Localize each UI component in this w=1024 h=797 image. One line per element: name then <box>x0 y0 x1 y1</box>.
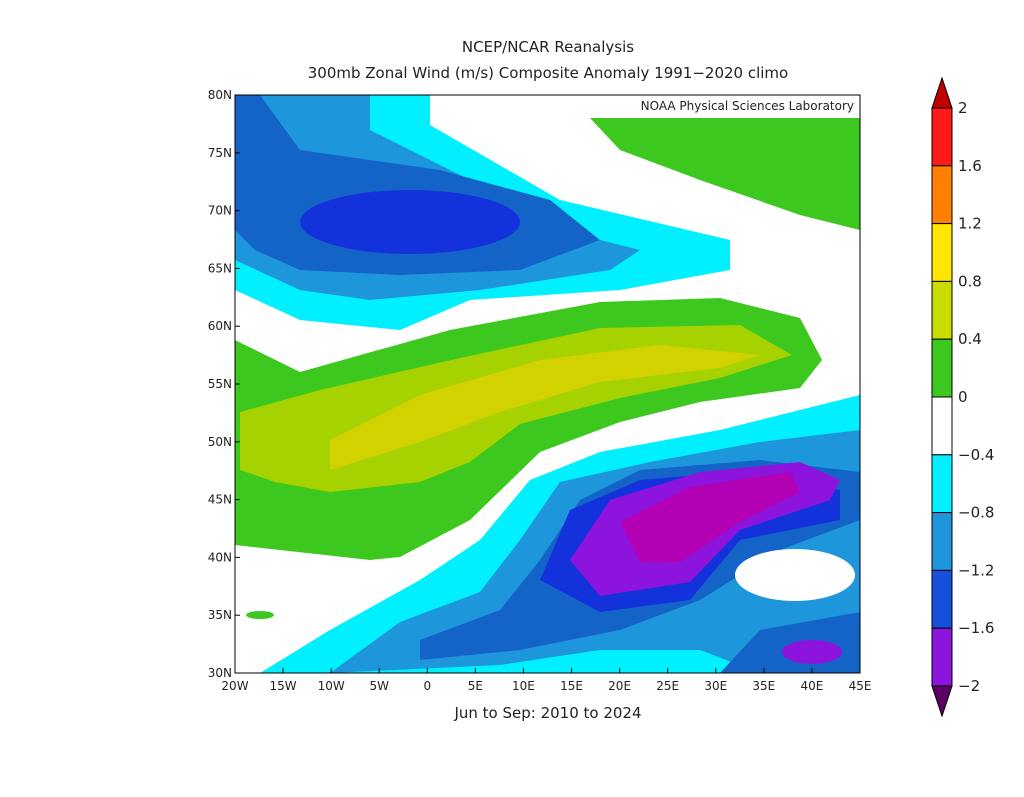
x-tick-label: 40E <box>800 679 823 693</box>
x-tick-label: 25E <box>656 679 679 693</box>
x-tick-label: 20W <box>221 679 248 693</box>
subtitle: 300mb Zonal Wind (m/s) Composite Anomaly… <box>308 64 788 82</box>
colorbar-band <box>931 627 953 687</box>
y-tick-label: 40N <box>208 550 232 564</box>
colorbar-band <box>931 454 953 514</box>
colorbar-label: −1.2 <box>958 561 994 579</box>
contour-fill <box>330 345 760 470</box>
x-tick-label: 0 <box>423 679 431 693</box>
colorbar-label: −0.8 <box>958 504 994 522</box>
colorbar-band <box>931 569 953 629</box>
colorbar-band <box>931 396 953 456</box>
x-tick-label: 5E <box>468 679 483 693</box>
contour-fill <box>590 118 860 230</box>
credit: NOAA Physical Sciences Laboratory <box>641 99 854 113</box>
y-tick-label: 70N <box>208 204 232 218</box>
x-tick-label: 10W <box>318 679 345 693</box>
x-tick-label: 15E <box>560 679 583 693</box>
colorbar-band <box>931 280 953 340</box>
colorbar-arrow <box>931 76 953 109</box>
x-tick-label: 30E <box>704 679 727 693</box>
x-tick-label: 15W <box>270 679 297 693</box>
colorbar-label: −1.6 <box>958 619 994 637</box>
y-tick-label: 35N <box>208 608 232 622</box>
y-tick-label: 60N <box>208 319 232 333</box>
y-tick-label: 80N <box>208 88 232 102</box>
contour-fill <box>620 472 800 562</box>
colorbar-label: 0.8 <box>958 272 982 290</box>
colorbar-band <box>931 107 953 167</box>
x-tick-label: 10E <box>512 679 535 693</box>
x-tick-label: 45E <box>849 679 872 693</box>
colorbar-label: −0.4 <box>958 446 994 464</box>
y-tick-label: 75N <box>208 146 232 160</box>
colorbar-band <box>931 165 953 225</box>
title: NCEP/NCAR Reanalysis <box>462 38 634 56</box>
colorbar-band <box>931 512 953 571</box>
y-tick-label: 30N <box>208 666 232 680</box>
y-tick-label: 55N <box>208 377 232 391</box>
x-tick-label: 5W <box>369 679 389 693</box>
colorbar-label: 1.6 <box>958 157 982 175</box>
contour-fill <box>735 549 855 601</box>
credit-box <box>590 96 858 116</box>
colorbar-label: 2 <box>958 99 968 117</box>
colorbar-label: 0.4 <box>958 330 982 348</box>
colorbar-band <box>931 223 953 282</box>
x-tick-label: 35E <box>752 679 775 693</box>
y-tick-label: 65N <box>208 261 232 275</box>
contour-fill <box>246 611 274 619</box>
colorbar-band <box>931 338 953 398</box>
colorbar-label: −2 <box>958 677 980 695</box>
map-fills <box>235 95 860 673</box>
colorbar-label: 1.2 <box>958 215 982 233</box>
y-tick-label: 50N <box>208 435 232 449</box>
x-tick-label: 20E <box>608 679 631 693</box>
contour-fill <box>782 640 842 664</box>
contour-fill <box>300 190 520 254</box>
y-tick-label: 45N <box>208 493 232 507</box>
caption: Jun to Sep: 2010 to 2024 <box>453 704 641 722</box>
colorbar-arrow <box>931 685 953 718</box>
colorbar-label: 0 <box>958 388 968 406</box>
